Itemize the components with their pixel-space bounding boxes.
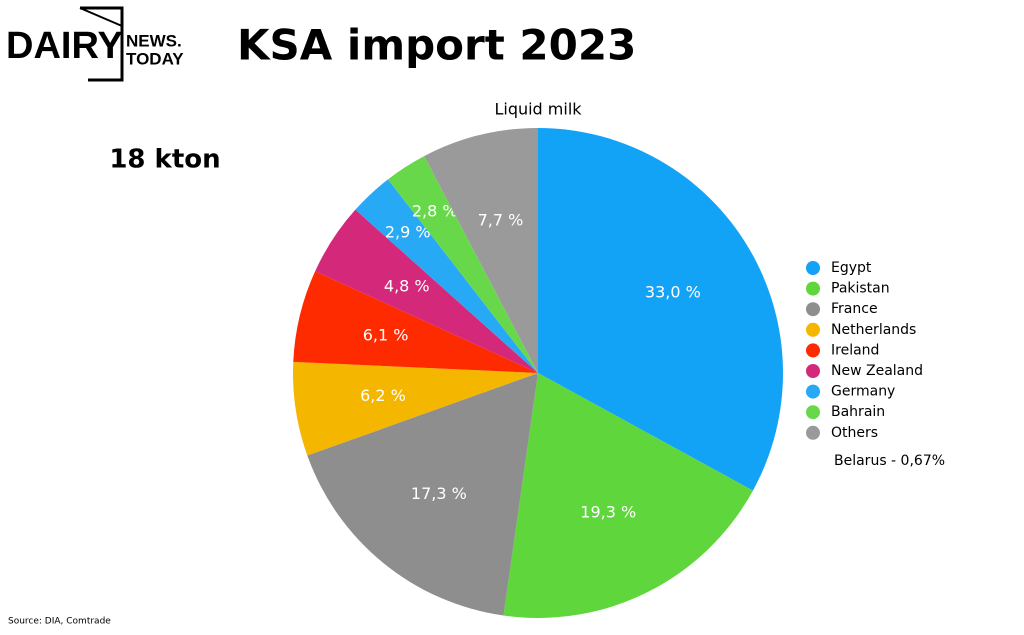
- chart-title: KSA import 2023: [237, 21, 636, 70]
- legend-swatch: [806, 384, 820, 399]
- legend-swatch: [806, 261, 820, 275]
- data-label: 33,0 %: [645, 283, 701, 302]
- data-label: 4,8 %: [384, 277, 430, 296]
- chart-subtitle: Liquid milk: [494, 100, 582, 119]
- legend-swatch: [806, 322, 820, 337]
- data-label: 7,7 %: [478, 210, 524, 229]
- legend-swatch: [806, 405, 820, 420]
- pie-slice: [538, 128, 783, 491]
- legend-label: Pakistan: [831, 281, 890, 297]
- logo-frame: [80, 6, 124, 82]
- logo-fold: [79, 7, 123, 27]
- pie-slice: [293, 271, 538, 373]
- legend-label: Others: [831, 425, 878, 441]
- legend-label: Egypt: [831, 260, 872, 276]
- legend-swatch: [806, 364, 820, 378]
- legend-label: Bahrain: [831, 404, 885, 420]
- data-label: 17,3 %: [411, 484, 467, 503]
- logo-top: NEWS.: [126, 31, 182, 50]
- data-label: 2,9 %: [385, 223, 431, 242]
- legend-label: New Zealand: [831, 363, 923, 379]
- total: 18 kton: [109, 145, 220, 175]
- legend-swatch: [806, 281, 820, 296]
- pie-slice: [503, 373, 753, 618]
- pie-slice: [387, 156, 538, 373]
- legend-label: Germany: [831, 384, 895, 400]
- legend-label: France: [831, 301, 878, 317]
- legend-swatch: [806, 343, 820, 358]
- data-label: 6,1 %: [363, 326, 409, 345]
- logo: DAIRY NEWS. TODAY: [6, 6, 184, 82]
- pie-slice: [424, 128, 538, 373]
- data-label: 6,2 %: [360, 386, 406, 405]
- pie-slice: [293, 361, 538, 456]
- logo-bottom: TODAY: [126, 49, 184, 68]
- pie-slice: [307, 373, 538, 616]
- pie-slice: [315, 209, 538, 373]
- data-label: 2,8 %: [412, 202, 458, 221]
- legend-swatch: [806, 425, 820, 440]
- pie-slice: [355, 179, 538, 373]
- legend-swatch: [806, 302, 820, 317]
- legend-label: Netherlands: [831, 322, 916, 338]
- data-label: 19,3 %: [580, 503, 636, 522]
- note: Belarus - 0,67%: [834, 453, 945, 469]
- legend-label: Ireland: [831, 342, 879, 358]
- source: Source: DIA, Comtrade: [8, 617, 111, 627]
- logo-main: DAIRY: [6, 25, 123, 67]
